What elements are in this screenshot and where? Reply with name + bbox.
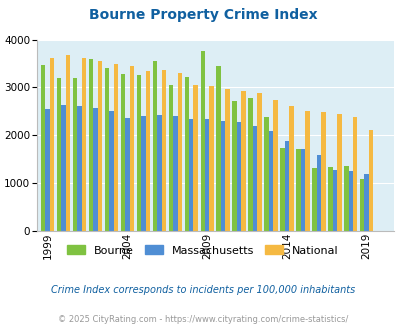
- Bar: [347, 171, 352, 231]
- Bar: [145, 71, 150, 231]
- Bar: [61, 105, 66, 231]
- Bar: [73, 78, 77, 231]
- Bar: [41, 65, 45, 231]
- Bar: [93, 108, 98, 231]
- Bar: [66, 55, 70, 231]
- Bar: [193, 85, 198, 231]
- Bar: [359, 179, 364, 231]
- Bar: [200, 51, 205, 231]
- Bar: [152, 61, 157, 231]
- Bar: [288, 106, 293, 231]
- Bar: [57, 78, 61, 231]
- Bar: [82, 58, 86, 231]
- Legend: Bourne, Massachusetts, National: Bourne, Massachusetts, National: [63, 241, 342, 260]
- Bar: [268, 131, 273, 231]
- Bar: [279, 148, 284, 231]
- Bar: [332, 170, 336, 231]
- Bar: [352, 117, 356, 231]
- Bar: [343, 166, 347, 231]
- Bar: [273, 100, 277, 231]
- Bar: [209, 85, 213, 231]
- Bar: [205, 119, 209, 231]
- Bar: [320, 112, 325, 231]
- Bar: [327, 167, 332, 231]
- Bar: [225, 89, 229, 231]
- Bar: [98, 61, 102, 231]
- Bar: [257, 93, 261, 231]
- Bar: [50, 58, 54, 231]
- Bar: [125, 117, 129, 231]
- Bar: [157, 115, 161, 231]
- Bar: [368, 130, 373, 231]
- Text: © 2025 CityRating.com - https://www.cityrating.com/crime-statistics/: © 2025 CityRating.com - https://www.city…: [58, 315, 347, 324]
- Bar: [173, 116, 177, 231]
- Bar: [184, 78, 189, 231]
- Bar: [248, 98, 252, 231]
- Bar: [284, 141, 288, 231]
- Text: Crime Index corresponds to incidents per 100,000 inhabitants: Crime Index corresponds to incidents per…: [51, 285, 354, 295]
- Bar: [109, 112, 113, 231]
- Bar: [252, 126, 257, 231]
- Bar: [316, 155, 320, 231]
- Bar: [220, 121, 225, 231]
- Bar: [113, 64, 118, 231]
- Bar: [45, 109, 50, 231]
- Bar: [232, 101, 236, 231]
- Bar: [296, 149, 300, 231]
- Bar: [305, 111, 309, 231]
- Bar: [104, 68, 109, 231]
- Bar: [189, 119, 193, 231]
- Text: Bourne Property Crime Index: Bourne Property Crime Index: [88, 8, 317, 22]
- Bar: [241, 91, 245, 231]
- Bar: [77, 106, 82, 231]
- Bar: [364, 174, 368, 231]
- Bar: [141, 116, 145, 231]
- Bar: [120, 74, 125, 231]
- Bar: [161, 70, 166, 231]
- Bar: [89, 59, 93, 231]
- Bar: [177, 73, 181, 231]
- Bar: [236, 122, 241, 231]
- Bar: [129, 66, 134, 231]
- Bar: [300, 149, 305, 231]
- Bar: [168, 84, 173, 231]
- Bar: [264, 117, 268, 231]
- Bar: [216, 66, 220, 231]
- Bar: [136, 75, 141, 231]
- Bar: [336, 114, 341, 231]
- Bar: [311, 168, 316, 231]
